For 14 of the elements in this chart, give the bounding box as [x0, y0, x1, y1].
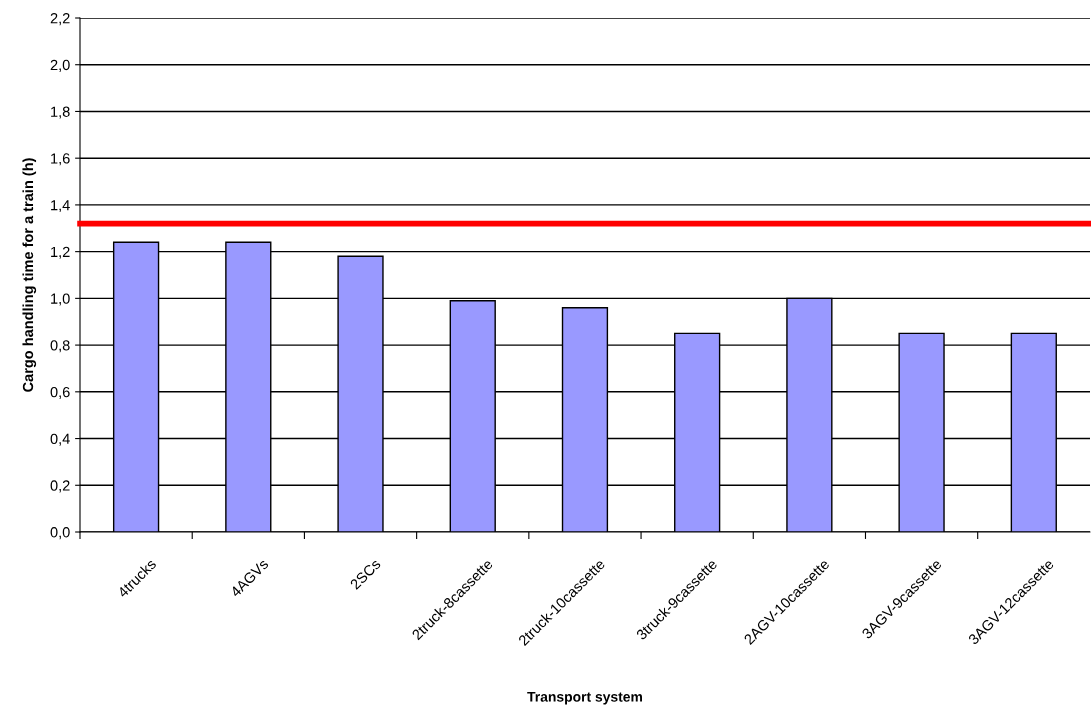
y-tick-label: 0,6 [50, 386, 70, 399]
y-tick-label: 1,2 [51, 246, 70, 259]
y-axis-title: Cargo handling time for a train (h) [22, 158, 37, 392]
y-tick-label: 0,4 [50, 433, 70, 446]
y-tick-label: 0,2 [50, 480, 70, 493]
y-tick-label: 0,0 [50, 527, 70, 540]
y-tick-label: 2,2 [50, 13, 70, 26]
y-tick-label: 0,8 [50, 340, 70, 353]
y-tick-label: 1,8 [51, 106, 70, 119]
y-tick-label: 1,6 [51, 153, 70, 166]
y-tick-label: 1,4 [51, 200, 70, 213]
x-axis-title: Transport system [527, 692, 642, 705]
y-tick-label: 1,0 [51, 293, 70, 306]
y-tick-label: 2,0 [50, 59, 70, 72]
